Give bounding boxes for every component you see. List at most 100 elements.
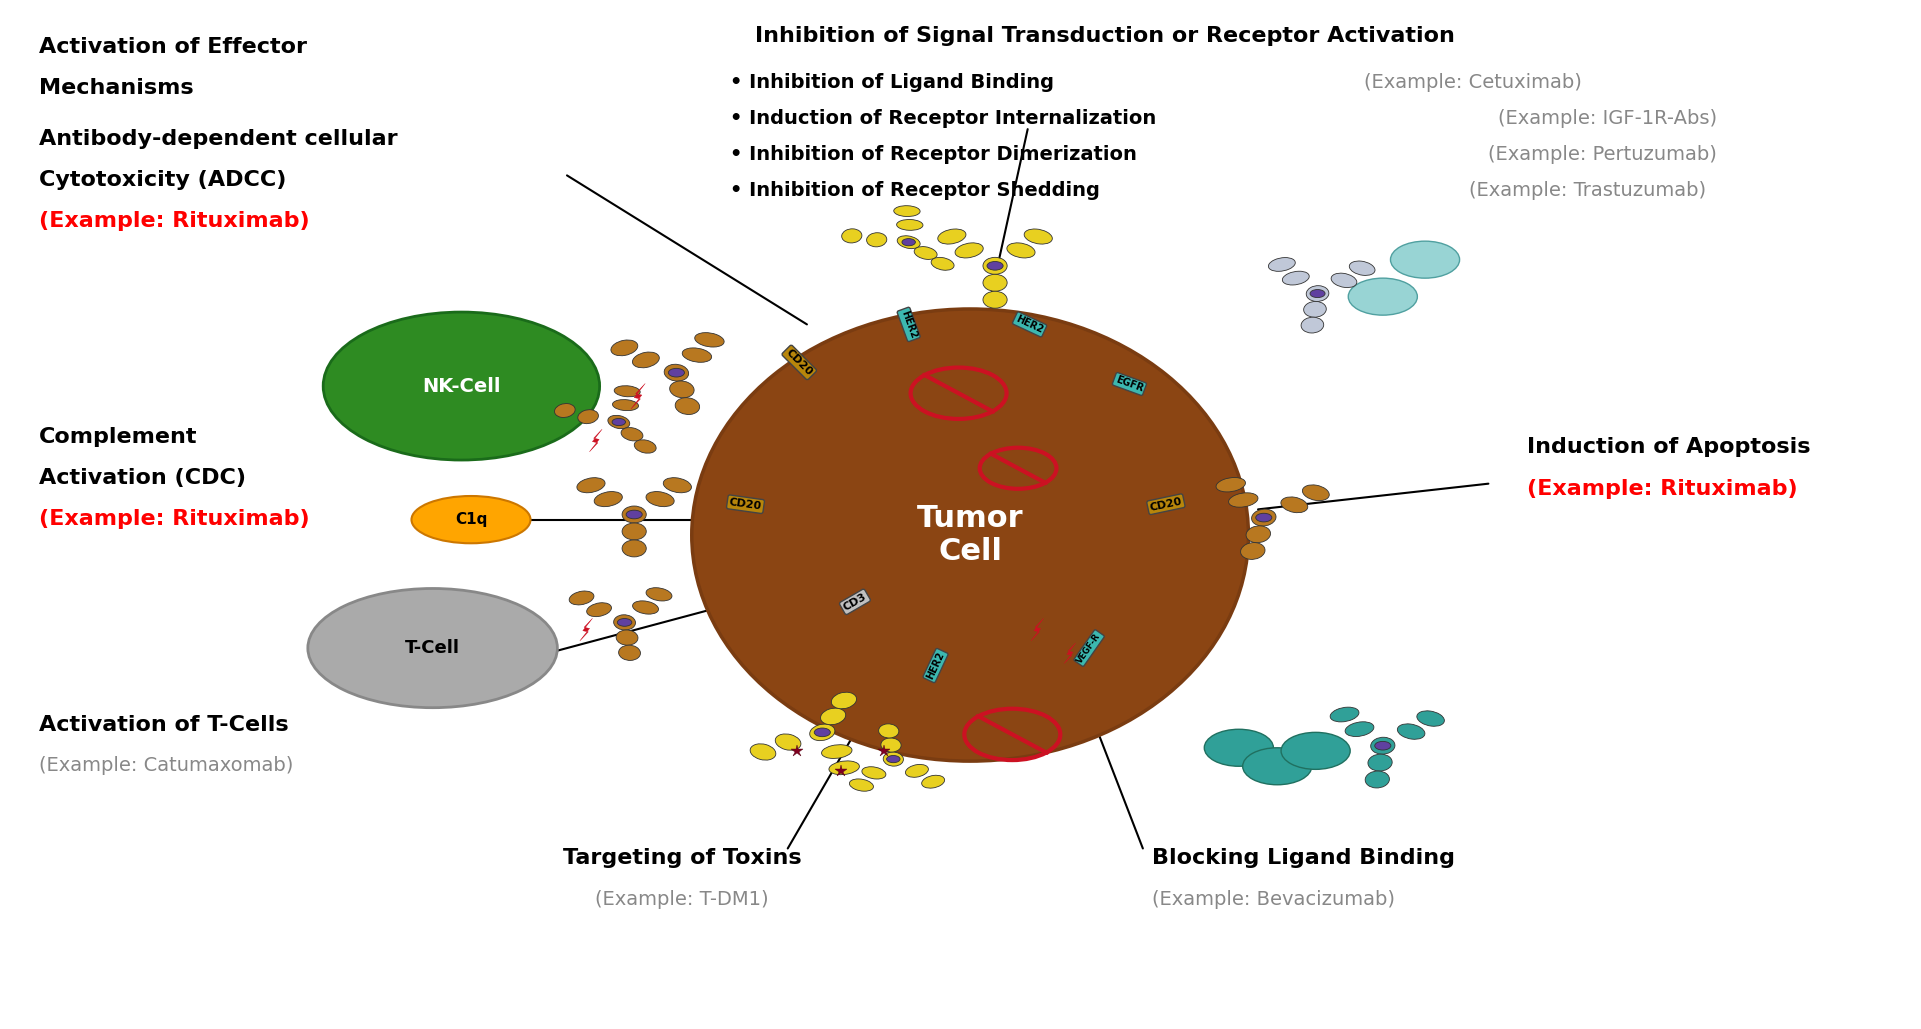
Ellipse shape	[984, 257, 1007, 275]
Ellipse shape	[914, 247, 937, 259]
Text: CD20: CD20	[784, 348, 815, 378]
Text: NK-Cell: NK-Cell	[423, 377, 501, 395]
Ellipse shape	[937, 229, 966, 244]
Ellipse shape	[692, 309, 1249, 761]
Ellipse shape	[632, 601, 659, 614]
Ellipse shape	[1302, 485, 1329, 501]
Ellipse shape	[1283, 272, 1310, 285]
Text: C1q: C1q	[455, 512, 488, 527]
Text: Complement: Complement	[38, 427, 198, 448]
Text: T-Cell: T-Cell	[405, 639, 461, 658]
Ellipse shape	[1229, 493, 1258, 507]
Ellipse shape	[822, 745, 853, 758]
Ellipse shape	[932, 257, 955, 271]
Ellipse shape	[411, 496, 530, 543]
Ellipse shape	[586, 603, 611, 616]
Ellipse shape	[1306, 286, 1329, 301]
Ellipse shape	[955, 243, 984, 258]
Ellipse shape	[832, 693, 857, 709]
Ellipse shape	[922, 775, 945, 788]
Text: Inhibition of Signal Transduction or Receptor Activation: Inhibition of Signal Transduction or Rec…	[755, 27, 1454, 46]
Ellipse shape	[1329, 707, 1358, 722]
Ellipse shape	[611, 340, 638, 356]
Ellipse shape	[815, 729, 830, 737]
Ellipse shape	[626, 510, 642, 519]
Ellipse shape	[307, 589, 557, 708]
Text: (Example: Trastuzumab): (Example: Trastuzumab)	[1470, 180, 1706, 200]
Ellipse shape	[569, 591, 594, 605]
Text: (Example: Rituximab): (Example: Rituximab)	[38, 509, 309, 529]
Ellipse shape	[645, 492, 674, 506]
Ellipse shape	[576, 477, 605, 493]
Ellipse shape	[615, 386, 640, 397]
Ellipse shape	[674, 397, 699, 415]
Ellipse shape	[809, 724, 836, 741]
Polygon shape	[630, 384, 645, 410]
Text: • Inhibition of Receptor Dimerization: • Inhibition of Receptor Dimerization	[730, 144, 1137, 164]
Ellipse shape	[882, 738, 901, 752]
Ellipse shape	[897, 236, 920, 249]
Ellipse shape	[866, 233, 888, 247]
Text: HER2: HER2	[899, 309, 918, 340]
Ellipse shape	[1368, 754, 1393, 771]
Ellipse shape	[1372, 737, 1395, 754]
Ellipse shape	[893, 206, 920, 216]
Text: CD3: CD3	[841, 592, 868, 612]
Text: • Inhibition of Receptor Shedding: • Inhibition of Receptor Shedding	[730, 180, 1101, 200]
Ellipse shape	[663, 477, 692, 493]
Ellipse shape	[897, 219, 922, 230]
Text: (Example: T-DM1): (Example: T-DM1)	[596, 890, 768, 909]
Ellipse shape	[622, 523, 645, 540]
Ellipse shape	[617, 630, 638, 645]
Text: CD20: CD20	[1149, 496, 1183, 512]
Polygon shape	[1032, 618, 1043, 641]
Ellipse shape	[878, 723, 899, 738]
Ellipse shape	[1301, 317, 1324, 333]
Ellipse shape	[888, 755, 901, 762]
Text: Mechanisms: Mechanisms	[38, 78, 194, 98]
Circle shape	[1391, 241, 1460, 278]
Ellipse shape	[682, 348, 711, 362]
Ellipse shape	[607, 416, 630, 429]
Ellipse shape	[594, 492, 622, 506]
Text: Activation of T-Cells: Activation of T-Cells	[38, 715, 288, 735]
Text: (Example: Rituximab): (Example: Rituximab)	[38, 211, 309, 232]
Text: (Example: Catumaxomab): (Example: Catumaxomab)	[38, 756, 294, 775]
Ellipse shape	[1418, 711, 1445, 726]
Ellipse shape	[619, 645, 640, 661]
Ellipse shape	[984, 291, 1007, 309]
Ellipse shape	[1247, 526, 1270, 542]
Ellipse shape	[1310, 289, 1325, 297]
Text: (Example: Pertuzumab): (Example: Pertuzumab)	[1489, 144, 1717, 164]
Ellipse shape	[1375, 742, 1391, 750]
Ellipse shape	[903, 239, 916, 246]
Ellipse shape	[1007, 243, 1035, 258]
Text: HER2: HER2	[924, 650, 947, 681]
Text: Activation of Effector: Activation of Effector	[38, 37, 307, 57]
Ellipse shape	[1345, 721, 1374, 737]
Ellipse shape	[1331, 273, 1356, 287]
Text: (Example: Cetuximab): (Example: Cetuximab)	[1364, 73, 1581, 92]
Ellipse shape	[613, 614, 636, 630]
Text: Antibody-dependent cellular: Antibody-dependent cellular	[38, 130, 398, 149]
Ellipse shape	[613, 399, 638, 411]
Ellipse shape	[613, 419, 626, 426]
Ellipse shape	[1304, 301, 1325, 317]
Ellipse shape	[634, 439, 657, 453]
Ellipse shape	[645, 588, 672, 601]
Text: (Example: Bevacizumab): (Example: Bevacizumab)	[1153, 890, 1395, 909]
Ellipse shape	[849, 779, 874, 791]
Ellipse shape	[695, 332, 724, 347]
Ellipse shape	[749, 744, 776, 760]
Circle shape	[1281, 733, 1350, 770]
Ellipse shape	[555, 403, 574, 418]
Ellipse shape	[622, 540, 645, 557]
Text: CD20: CD20	[728, 497, 763, 511]
Ellipse shape	[578, 410, 599, 424]
Circle shape	[323, 312, 599, 460]
Ellipse shape	[1281, 497, 1308, 512]
Polygon shape	[590, 429, 601, 452]
Text: Activation (CDC): Activation (CDC)	[38, 468, 246, 488]
Ellipse shape	[1216, 477, 1245, 492]
Ellipse shape	[632, 352, 659, 367]
